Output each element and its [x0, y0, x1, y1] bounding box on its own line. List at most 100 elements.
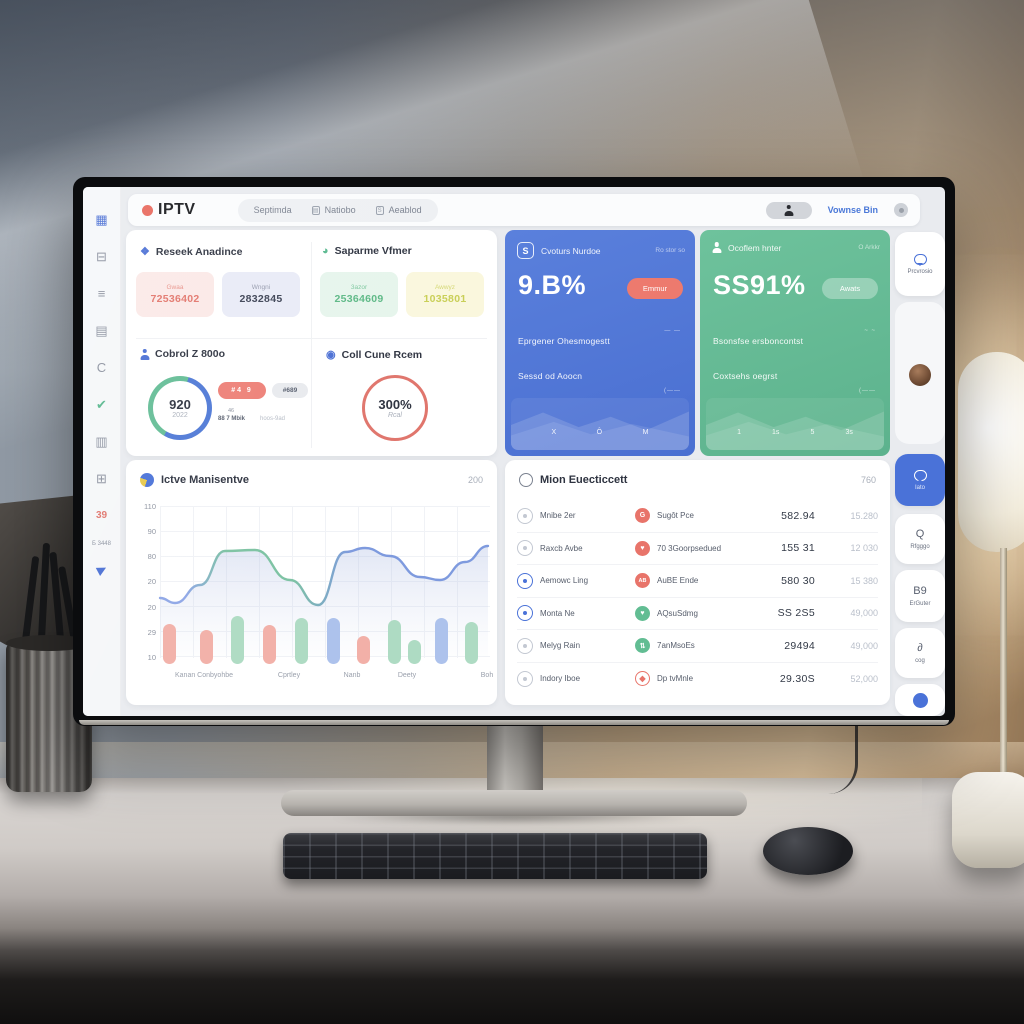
gauge-value: 920 — [169, 397, 191, 412]
share-icon: ❖ — [140, 246, 150, 258]
person-icon — [784, 205, 793, 216]
promo-header: S Cvoturs Nurdoe Ro stor so — [517, 242, 685, 259]
docs-shortcut[interactable]: B9 ErGuter — [895, 570, 945, 622]
table-row[interactable]: Raxcb Avbe ♥ 70 3Goorpsedued 155 31 12 0… — [517, 533, 878, 565]
table-card: Mion Euecticcett 760 Mnibe 2er G Sugôt P… — [505, 460, 890, 705]
avatar[interactable] — [909, 364, 931, 386]
gauge-caption: 88 7 Mbik — [218, 416, 246, 422]
dashboard-icon[interactable]: ▦ — [95, 211, 108, 227]
row-count: 49,000 — [850, 640, 878, 651]
platform-icon: ♥ — [635, 605, 650, 621]
chart-bar — [327, 618, 340, 664]
gauge-sub: 2022 — [172, 412, 188, 419]
nav-item-1[interactable]: Septimda — [254, 205, 292, 215]
x-axis-labels: Kanan Conbyohbe Cprtley Nanb Deety Boh — [160, 672, 493, 686]
promo-dash-1: — — — [664, 328, 681, 334]
blue-promo-card: S Cvoturs Nurdoe Ro stor so 9.B% Emmur E… — [505, 230, 695, 456]
chart-bar — [408, 640, 421, 664]
promo-kpi: 9.B% — [518, 270, 587, 300]
chart-bar — [435, 618, 448, 664]
promo-button[interactable]: Awats — [822, 278, 878, 299]
status-shortcut[interactable] — [895, 684, 945, 716]
nav-item-3[interactable]: S Aeablod — [375, 205, 422, 215]
s-icon: S — [375, 205, 384, 215]
chart-header: Ictve Manisentve 200 — [140, 473, 483, 487]
row-amount: 582.94 — [781, 509, 815, 522]
status-dot-icon — [912, 692, 928, 708]
promo-line-2: Coxtsehs oegrst — [713, 371, 778, 381]
table-row[interactable]: Mnibe 2er G Sugôt Pce 582.94 15.280 — [517, 500, 878, 533]
stat-tile-value: 2832845 — [239, 293, 283, 305]
promo-title: Cvoturs Nurdoe — [541, 245, 601, 256]
grid-icon[interactable]: ▤ — [95, 322, 108, 338]
app-logo[interactable]: IPTV — [142, 201, 196, 219]
alert-badge[interactable]: #4 9 — [218, 382, 266, 399]
chart-title: Ictve Manisentve — [161, 474, 250, 486]
apps-icon[interactable]: ⊞ — [96, 470, 107, 486]
table-row[interactable]: Melyg Rain ⇅ 7anMsoEs 29494 49,000 — [517, 630, 878, 663]
chart-bar — [465, 622, 478, 664]
table-row[interactable]: Monta Ne ♥ AQsuSdmg SS 2S5 49,000 — [517, 598, 878, 630]
chat-shortcut[interactable]: Prcvrosio — [895, 232, 945, 296]
row-name: Melyg Rain — [540, 641, 581, 651]
row-platform: Sugôt Pce — [657, 511, 694, 521]
y-axis-ticks: 110 90 80 20 20 29 10 — [132, 502, 156, 662]
main-nav: Septimda ▤ Natiobo S Aeablod — [237, 198, 438, 222]
mouse — [763, 827, 853, 875]
monitor-stand-base — [281, 790, 747, 816]
promo-kpi: SS91% — [713, 270, 806, 300]
row-platform: 7anMsoEs — [657, 641, 695, 651]
divider — [311, 242, 312, 448]
stat-tile-label: Awwyz — [434, 284, 456, 291]
nav-item-2[interactable]: ▤ Natiobo — [311, 205, 356, 215]
row-amount: 29494 — [784, 639, 815, 652]
messages-button[interactable]: Iato — [895, 454, 945, 506]
platform-icon: G — [635, 508, 650, 524]
target-icon: ◕ — [322, 245, 329, 257]
x-label: Kanan Conbyohbe — [175, 672, 233, 679]
promo-button[interactable]: Emmur — [627, 278, 683, 299]
stats-card: ❖ Reseek Anadince ◕ Saparme Vfmer Gwaa 7… — [126, 230, 497, 456]
row-amount: 580 30 — [781, 574, 815, 587]
gauge-left-title-text: Cobrol Z 800o — [155, 348, 226, 360]
row-avatar-icon — [517, 507, 533, 524]
runner-icon — [712, 242, 721, 253]
stats-left-title-text: Reseek Anadince — [155, 245, 243, 258]
table-meta-value: 760 — [860, 475, 876, 485]
platform-icon: ◆ — [635, 671, 650, 687]
divider — [136, 338, 487, 339]
stat-tile-label: Wngni — [251, 284, 271, 291]
search-shortcut-label: Rfgggo — [910, 544, 930, 550]
settings-shortcut[interactable]: ∂ cog — [895, 628, 945, 678]
topbar: IPTV Septimda ▤ Natiobo S Aeablod — [128, 194, 920, 226]
layout-icon[interactable]: ▥ — [95, 433, 108, 449]
stat-tile: 3azor 25364609 — [320, 272, 398, 317]
stats-right-title: ◕ Saparme Vfmer — [322, 245, 412, 257]
cursor-icon[interactable]: ▶ — [94, 560, 109, 578]
alerts-icon[interactable]: 39 — [95, 510, 108, 521]
gauge-value: 300% — [378, 397, 412, 412]
messages-button-label: Iato — [914, 484, 925, 491]
chat-shortcut-label: Prcvrosio — [907, 268, 933, 275]
search-shortcut[interactable]: Q Rfgggo — [895, 514, 945, 564]
chat-bubble-icon — [913, 253, 927, 266]
service-logo-icon: S — [517, 242, 534, 259]
y-tick: 10 — [147, 652, 156, 662]
stat-tile-value: 25364609 — [334, 293, 384, 305]
table-row[interactable]: Aemowc Ling AB AuBE Ende 580 30 15 380 — [517, 565, 878, 598]
table-title: Mion Euecticcett — [540, 474, 628, 486]
note-icon: ▤ — [311, 205, 320, 215]
profile-link[interactable]: Vownse Bin — [827, 205, 878, 215]
approved-icon[interactable]: ✔ — [96, 396, 107, 412]
list-icon[interactable]: ≡ — [97, 286, 106, 301]
docs-shortcut-label: ErGuter — [909, 601, 931, 607]
channels-icon[interactable]: C — [96, 360, 107, 375]
screens-icon[interactable]: ⊟ — [96, 248, 107, 264]
settings-dot-icon[interactable] — [894, 203, 908, 217]
row-count: 52,000 — [850, 673, 878, 684]
user-toggle[interactable] — [765, 201, 812, 219]
row-platform: 70 3Goorpsedued — [657, 543, 722, 553]
table-row[interactable]: Indory Iboe ◆ Dp tvMnle 29.30S 52,000 — [517, 663, 878, 696]
mountain-graphic: 1 1s 5 3s — [706, 398, 884, 450]
